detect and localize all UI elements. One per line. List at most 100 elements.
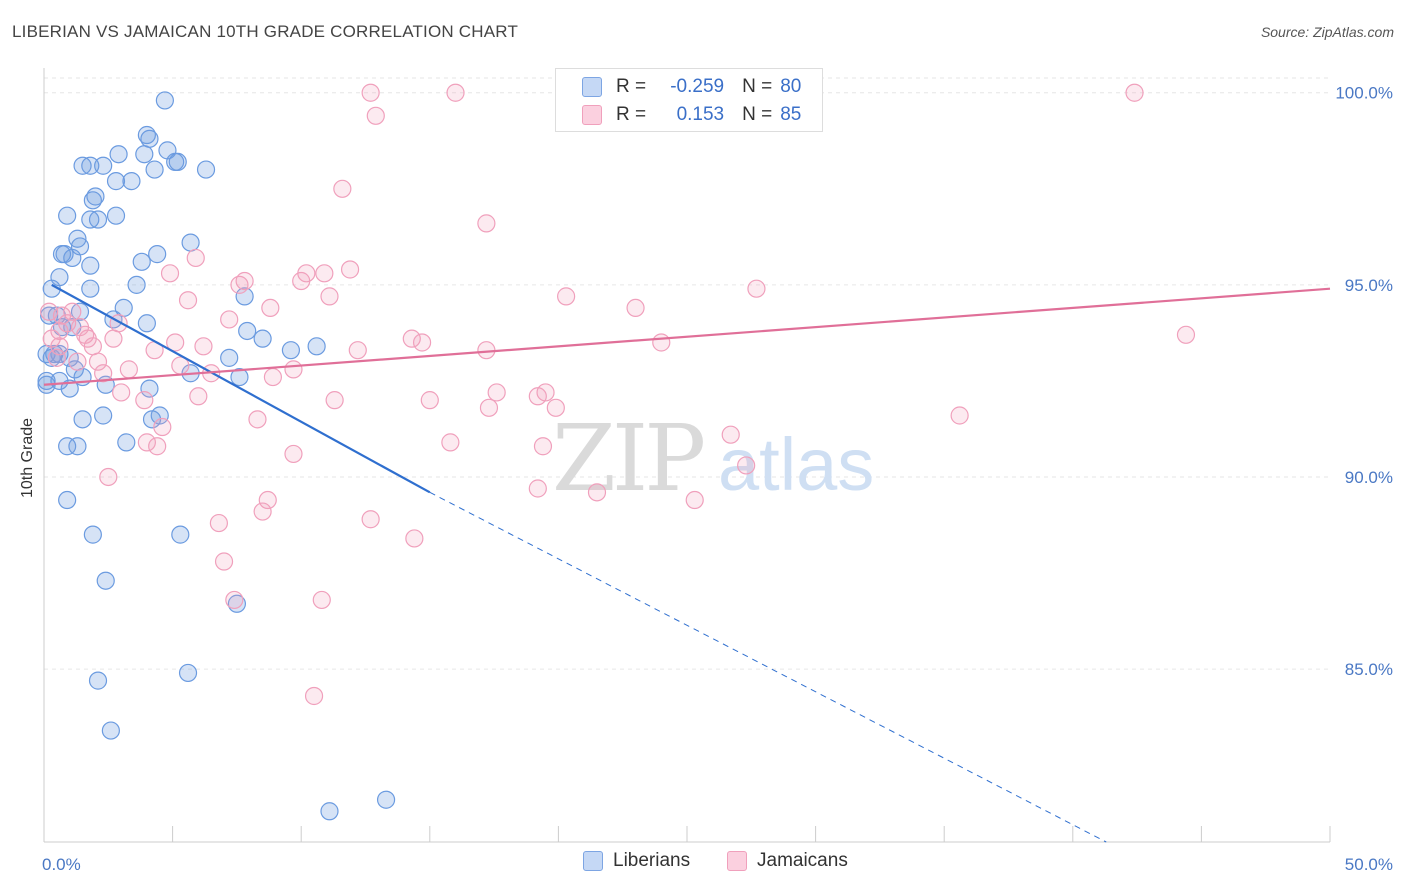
liberian-point [145,160,164,179]
jamaican-point [587,483,607,502]
jamaican-swatch [727,851,747,871]
liberian-point [58,490,77,510]
jamaican-point [320,287,339,306]
y-tick-label: 100.0% [1335,84,1393,103]
liberian-point [171,525,190,544]
jamaican-point [1125,83,1144,102]
liberian-point [230,367,249,387]
x-tick-label: 0.0% [42,855,81,874]
watermark: ZIP atlas [552,405,874,512]
legend-row-liberians: R = -0.259 N = 80 [556,73,801,101]
liberian-point [68,437,87,456]
r-label: R = [616,104,647,125]
jamaican-point [194,337,213,356]
jamaican-point [178,291,198,310]
jamaican-point [63,302,82,321]
source-label: Source: ZipAtlas.com [1260,24,1394,40]
jamaican-swatch [582,105,602,125]
liberian-point [58,206,77,225]
jamaican-point [747,279,766,298]
legend-item-liberians[interactable]: Liberians [583,850,690,872]
liberian-point [137,314,156,333]
liberian-point [63,248,82,268]
liberian-point [253,329,272,348]
jamaican-point [1176,325,1196,344]
liberian-trend-line [51,283,431,494]
watermark-atlas: atlas [718,423,874,506]
legend-item-jamaicans[interactable]: Jamaicans [727,850,848,872]
r-value: -0.259 [670,76,725,97]
jamaican-point [412,333,432,352]
jamaican-point [441,433,460,452]
jamaican-point [348,341,367,360]
jamaican-point [477,214,496,233]
liberian-point [117,433,136,452]
jamaican-point [119,360,138,379]
jamaican-point [479,398,499,417]
legend-label-jamaicans: Jamaicans [757,850,848,871]
jamaican-point [325,391,344,410]
n-value: 85 [780,104,802,125]
liberian-point [140,129,159,148]
liberian-point [376,790,396,809]
jamaican-trend-line [43,287,1331,386]
jamaican-point [405,529,424,548]
liberian-point [140,379,159,398]
liberian-point [83,525,102,544]
liberian-point [220,348,239,367]
jamaican-point [104,329,123,348]
jamaican-point [248,410,267,429]
jamaican-point [88,352,108,371]
jamaican-point [135,391,154,410]
jamaican-point [220,310,239,329]
r-label: R = [616,76,647,97]
jamaican-point [304,686,324,706]
jamaican-point [153,417,172,437]
jamaican-point [258,490,277,510]
liberian-point [88,210,108,229]
jamaican-point [652,333,671,352]
legend-label-liberians: Liberians [613,850,691,871]
jamaican-point [225,590,244,610]
n-label: N = [742,104,773,125]
jamaican-point [528,479,547,498]
tick-labels: 85.0% 90.0% 95.0% 100.0% 0.0% 50.0% [42,84,1393,874]
n-value: 80 [780,76,802,97]
series-legend: Liberians Jamaicans [0,850,1406,878]
liberian-point [58,437,77,456]
axes [43,68,1331,843]
liberian-point [122,172,141,191]
liberian-point [106,172,126,191]
jamaican-point [47,348,66,367]
r-value: 0.153 [676,104,725,125]
jamaican-point [487,383,506,402]
liberian-point [320,802,339,821]
liberian-point [127,275,146,294]
liberian-point [196,160,216,179]
jamaican-point [366,106,385,125]
liberian-point [96,571,115,590]
data-points [37,83,1196,821]
jamaican-point [94,364,113,383]
liberian-point [101,721,120,740]
liberian-point [88,671,108,690]
liberian-point [37,371,56,391]
liberian-point [81,210,100,229]
liberian-point [86,187,105,206]
jamaican-point [99,467,118,487]
jamaican-point [186,248,205,268]
liberian-point [178,663,198,683]
y-tick-label: 85.0% [1345,660,1393,679]
jamaican-point [50,321,69,341]
liberian-trend-extension [429,491,1107,843]
jamaican-point [42,329,61,348]
liberian-point [109,145,128,164]
jamaican-point [166,333,185,352]
liberian-point [148,245,167,264]
liberian-point [81,156,100,175]
liberian-point [106,206,126,225]
jamaican-point [230,275,249,294]
liberian-point [168,152,187,172]
liberian-point [135,145,154,164]
